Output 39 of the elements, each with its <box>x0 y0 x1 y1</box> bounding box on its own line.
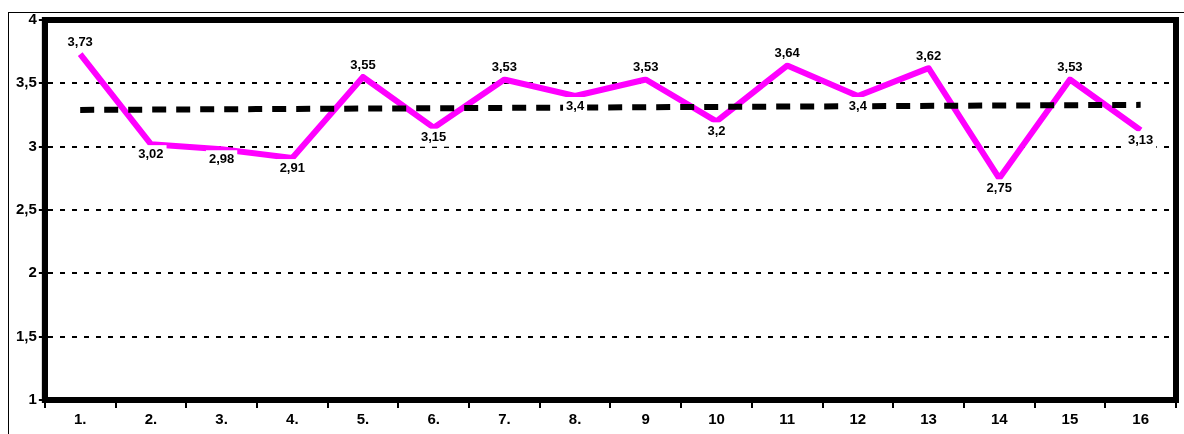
data-label: 3,2 <box>707 122 726 138</box>
x-tick-label: 7. <box>498 410 511 428</box>
data-label: 3,62 <box>915 47 942 63</box>
data-label: 3,13 <box>1128 131 1154 147</box>
x-tick-label: 4. <box>286 410 299 428</box>
x-tick-label: 11 <box>779 410 796 428</box>
y-tick-label: 2,5 <box>15 200 37 218</box>
x-tick-label: 15 <box>1061 410 1079 428</box>
x-tick-label: 3. <box>215 410 228 428</box>
data-label: 3,53 <box>633 59 659 75</box>
y-tick-label: 3 <box>28 136 37 154</box>
data-label: 3,64 <box>774 45 801 61</box>
y-tick-label: 3,5 <box>15 73 37 91</box>
data-label: 3,53 <box>491 59 518 75</box>
x-tick-label: 12 <box>849 410 867 428</box>
data-label: 3,4 <box>566 97 585 113</box>
data-label: 3,53 <box>1057 59 1083 75</box>
x-tick-label: 1. <box>73 410 87 428</box>
x-tick-label: 14 <box>990 410 1009 428</box>
x-tick-label: 13 <box>920 410 937 428</box>
data-label: 3,73 <box>67 33 93 49</box>
data-label: 3,55 <box>350 56 376 72</box>
data-label: 3,4 <box>848 97 868 113</box>
x-tick-label: 9 <box>641 410 650 428</box>
data-label: 2,75 <box>986 179 1012 195</box>
y-tick-label: 1 <box>28 390 37 408</box>
x-tick-label: 2. <box>144 410 158 428</box>
data-label: 3,02 <box>138 145 164 161</box>
x-tick-label: 5. <box>356 410 370 428</box>
data-label: 2,91 <box>279 159 305 175</box>
data-label: 2,98 <box>208 150 235 166</box>
x-tick-label: 10 <box>708 410 725 428</box>
x-tick-label: 8. <box>568 410 582 428</box>
y-tick-label: 4 <box>28 10 38 28</box>
x-tick-label: 6. <box>427 410 440 428</box>
data-label: 3,15 <box>421 129 447 145</box>
x-tick-label: 16 <box>1132 410 1149 428</box>
y-tick-label: 2 <box>28 263 37 281</box>
y-tick-label: 1,5 <box>15 326 37 344</box>
